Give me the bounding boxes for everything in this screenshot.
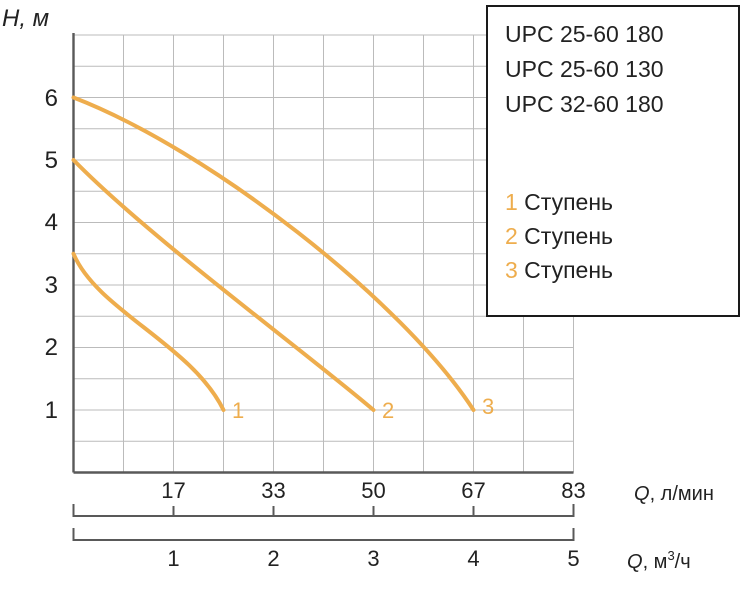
svg-text:3: 3 <box>45 272 58 299</box>
svg-text:83: 83 <box>561 478 585 503</box>
svg-text:4: 4 <box>467 546 479 571</box>
svg-text:5: 5 <box>567 546 579 571</box>
svg-text:4: 4 <box>45 209 58 236</box>
svg-text:UPC 25-60 180: UPC 25-60 180 <box>505 21 664 47</box>
svg-text:1: 1 <box>45 397 58 424</box>
svg-text:3: 3 <box>482 394 494 419</box>
svg-text:Q, м3/ч: Q, м3/ч <box>627 548 691 573</box>
svg-text:UPC 25-60 130: UPC 25-60 130 <box>505 56 664 82</box>
svg-text:UPC 32-60 180: UPC 32-60 180 <box>505 91 664 117</box>
svg-text:6: 6 <box>45 85 58 112</box>
svg-text:3 Ступень: 3 Ступень <box>505 257 613 283</box>
svg-text:1: 1 <box>232 398 244 423</box>
svg-text:2 Ступень: 2 Ступень <box>505 223 613 249</box>
svg-text:2: 2 <box>45 334 58 361</box>
svg-text:67: 67 <box>461 478 485 503</box>
svg-text:5: 5 <box>45 147 58 174</box>
svg-text:2: 2 <box>267 546 279 571</box>
svg-text:33: 33 <box>261 478 285 503</box>
svg-text:Q, л/мин: Q, л/мин <box>634 483 714 505</box>
svg-text:17: 17 <box>161 478 185 503</box>
svg-text:H, м: H, м <box>2 5 49 32</box>
svg-text:1: 1 <box>167 546 179 571</box>
svg-text:50: 50 <box>361 478 385 503</box>
svg-text:1 Ступень: 1 Ступень <box>505 189 613 215</box>
svg-text:2: 2 <box>382 398 394 423</box>
svg-text:3: 3 <box>367 546 379 571</box>
